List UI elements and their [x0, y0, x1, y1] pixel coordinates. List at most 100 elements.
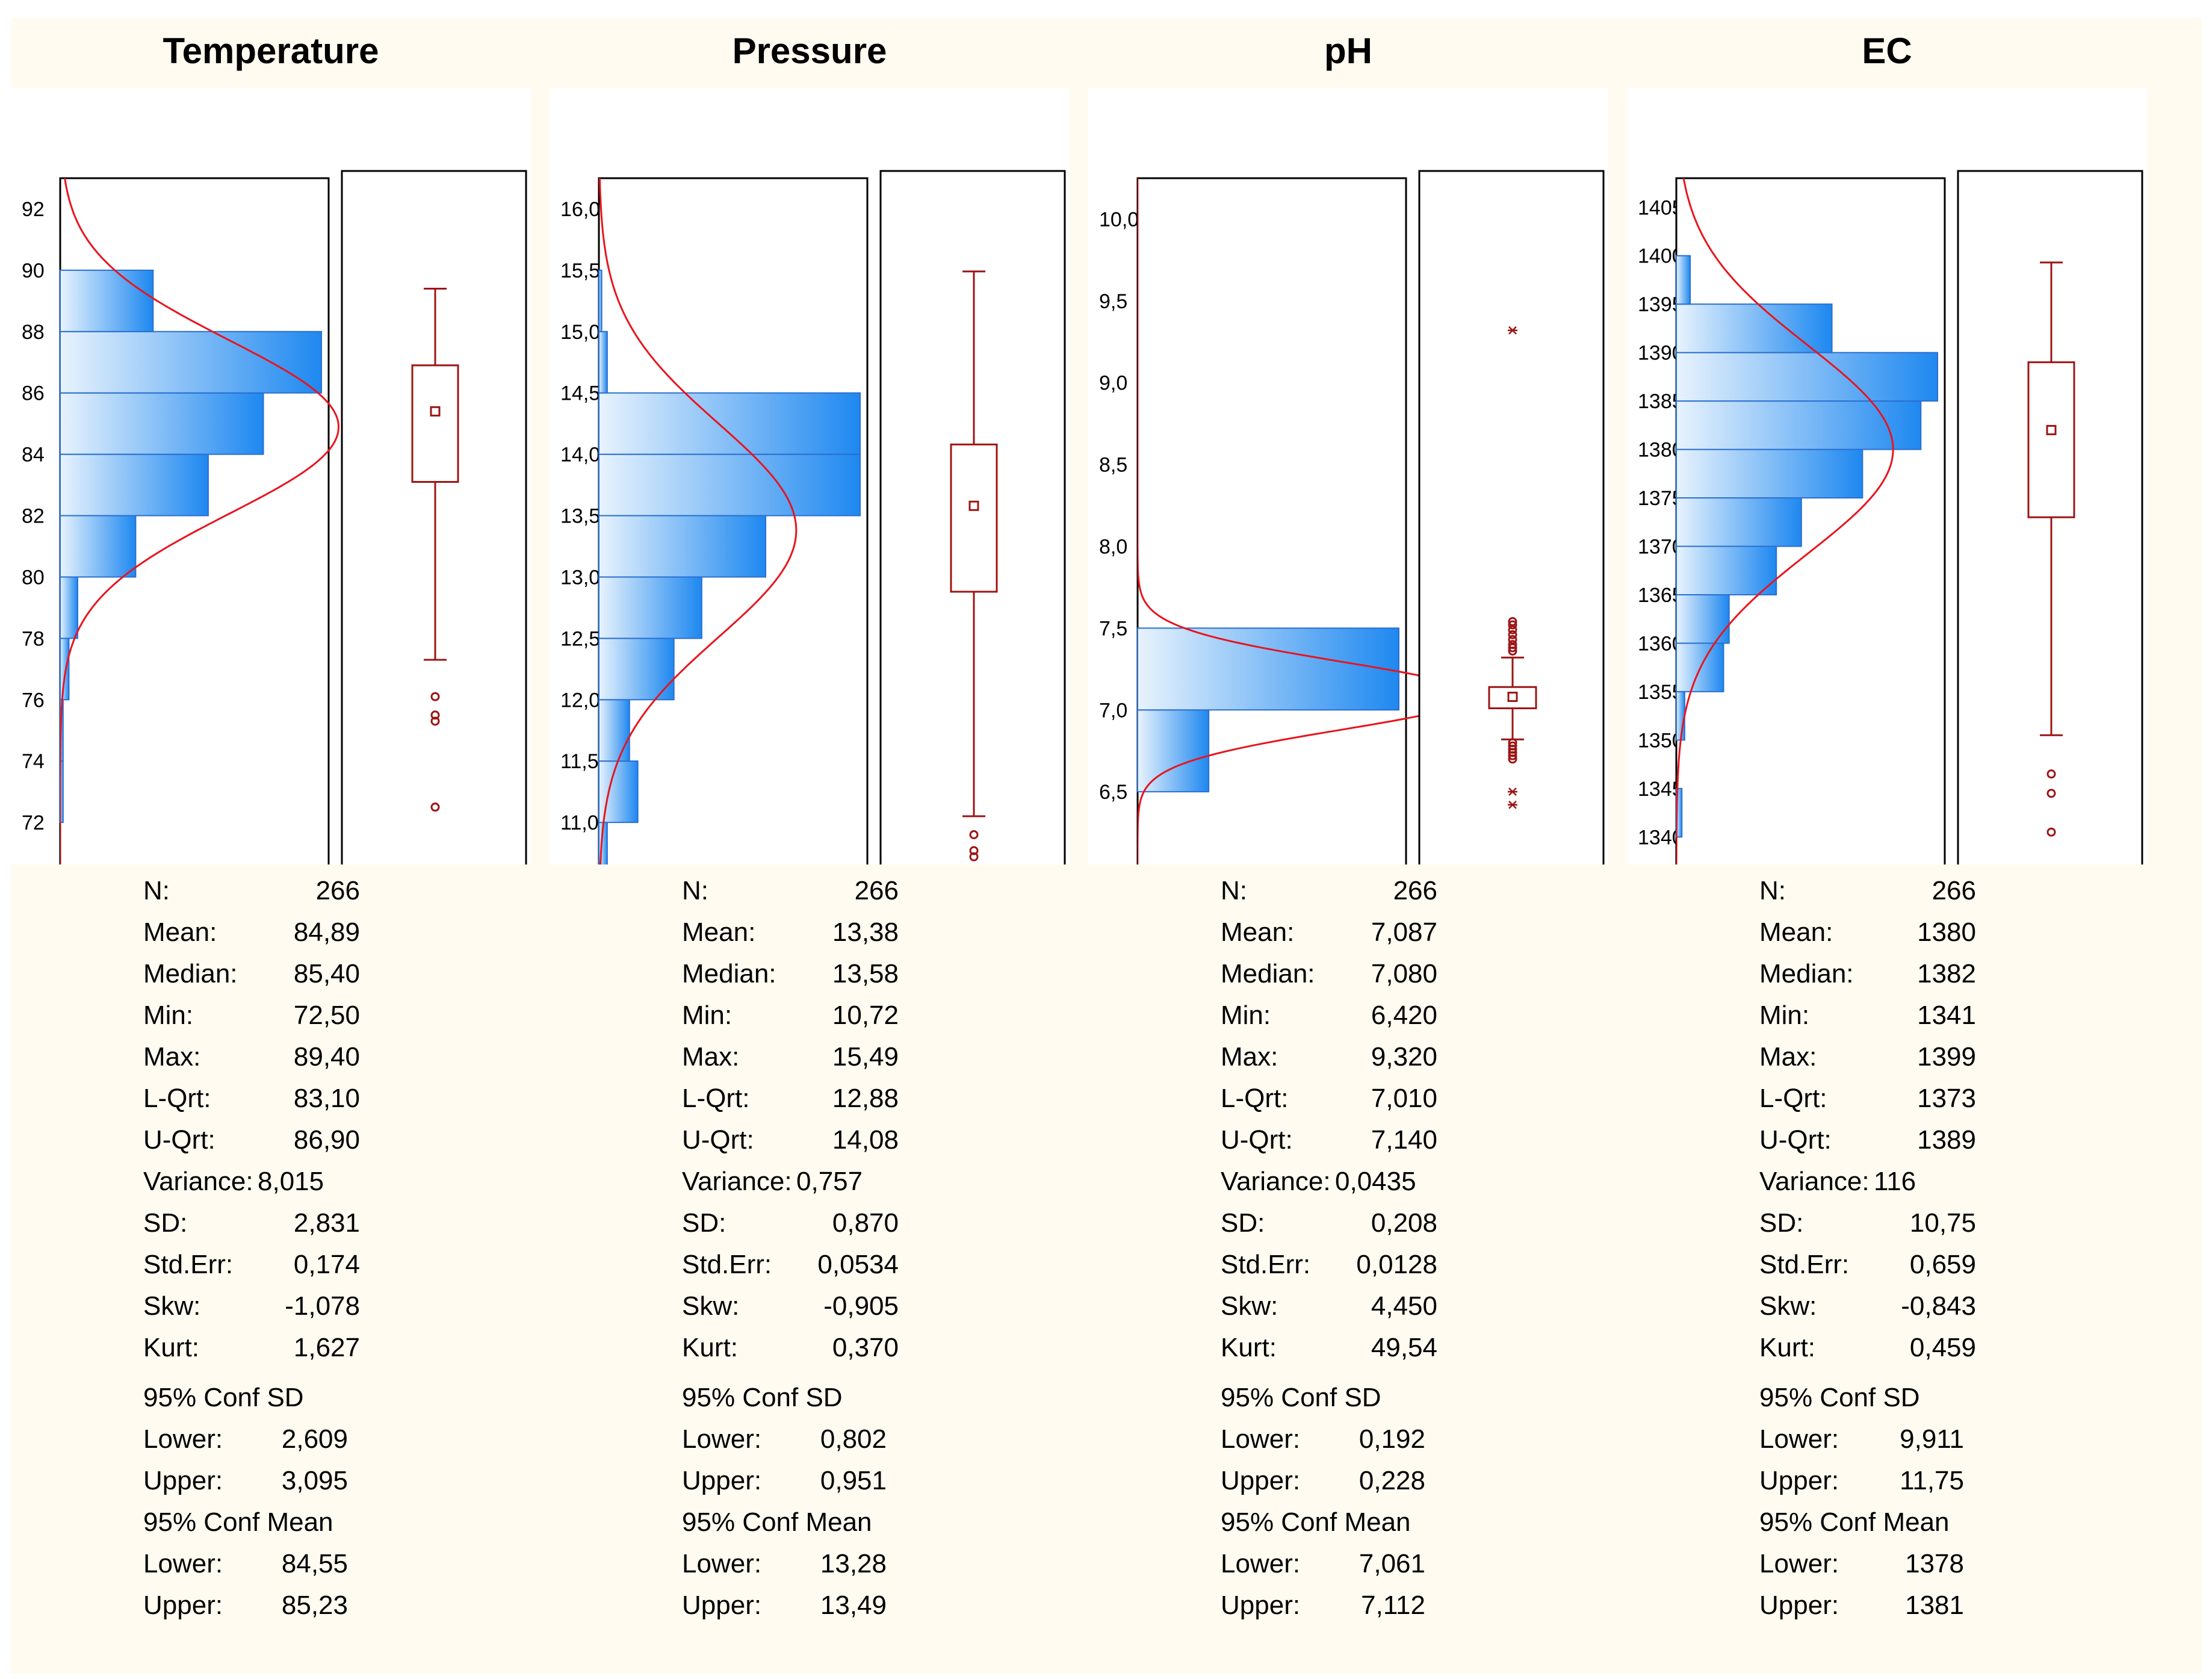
stat-value: 1,627	[293, 1333, 360, 1362]
stat-value: -1,078	[285, 1291, 360, 1321]
y-tick-label: 9,0	[1099, 372, 1127, 395]
y-tick-label: 14,5	[560, 382, 600, 405]
chart-svg: 10,010,511,011,512,012,513,013,514,014,5…	[560, 170, 1066, 864]
stat-label: Std.Err:	[682, 1250, 772, 1279]
histogram-bar	[60, 576, 78, 639]
stat-label: Skw:	[143, 1291, 201, 1321]
y-tick-label: 80	[22, 566, 45, 589]
outlier-point	[1508, 620, 1517, 630]
stat-value: 0,208	[1371, 1208, 1437, 1238]
histogram-bar	[598, 515, 767, 578]
stat-value: 13,38	[832, 917, 899, 947]
histogram-bar	[60, 269, 154, 332]
histogram-bar	[60, 638, 70, 701]
y-tick-label: 88	[22, 321, 45, 344]
conf-label: Lower:	[1221, 1549, 1301, 1578]
y-tick-label: 90	[22, 259, 45, 282]
stat-value: 10,72	[832, 1001, 899, 1030]
stat-label: Kurt:	[682, 1333, 738, 1362]
stat-value: 0,370	[832, 1333, 899, 1362]
stat-value: 0,757	[796, 1167, 863, 1196]
conf-label: Upper:	[1759, 1466, 1839, 1495]
conf-value: 11,75	[1900, 1466, 1964, 1495]
y-tick-label: 9,5	[1099, 290, 1127, 313]
stat-label: Max:	[682, 1042, 740, 1072]
histogram-bar	[598, 453, 861, 517]
stat-value: 1373	[1917, 1084, 1976, 1113]
stat-value: 84,89	[293, 917, 360, 947]
histogram-bar	[1676, 594, 1730, 644]
panel-ec: EC 13351340134513501355136013651370137513…	[1627, 18, 2147, 1674]
stat-value: 4,450	[1371, 1291, 1437, 1321]
stat-label: Variance:	[1221, 1167, 1331, 1196]
chart-area: 1335134013451350135513601365137013751380…	[1627, 88, 2147, 864]
conf-value: 7,112	[1361, 1591, 1425, 1620]
conf-label: Upper:	[143, 1591, 223, 1620]
y-tick-label: 6,0	[1099, 863, 1127, 864]
y-tick-label: 11,0	[560, 812, 599, 834]
stat-label: Min:	[682, 1001, 733, 1030]
stat-value: 2,831	[293, 1208, 360, 1238]
stat-label: L-Qrt:	[1759, 1084, 1827, 1113]
stat-value: 0,0435	[1335, 1167, 1416, 1196]
stat-label: Std.Err:	[1759, 1250, 1850, 1279]
stat-value: 0,0534	[817, 1250, 899, 1279]
histogram-bar	[60, 392, 264, 455]
panel-title: EC	[1862, 31, 1912, 71]
stat-label: Mean:	[1221, 917, 1295, 947]
stat-value: 0,459	[1909, 1333, 1976, 1362]
stat-value: 85,40	[293, 959, 360, 988]
stat-label: Mean:	[1759, 917, 1833, 947]
stat-value: 49,54	[1371, 1333, 1437, 1362]
stat-label: SD:	[1759, 1208, 1804, 1238]
outlier-point	[1508, 754, 1517, 764]
stat-label: SD:	[682, 1208, 726, 1238]
conf-label: Lower:	[143, 1549, 223, 1578]
stat-value: 1382	[1917, 959, 1976, 988]
normal-curve	[1676, 178, 1894, 864]
outlier-point	[430, 716, 440, 726]
chart-area: 6,0 6,5 7,0 7,5 8,0 8,5 9,0 9,5 10,0	[1088, 88, 1608, 864]
extreme-point	[1508, 326, 1517, 335]
outlier-point	[430, 710, 440, 720]
iqr-box	[411, 364, 459, 483]
conf-value: 1378	[1905, 1549, 1964, 1578]
y-tick-label: 12,5	[560, 627, 600, 650]
y-tick-label: 78	[22, 627, 45, 650]
stat-value: 1341	[1917, 1001, 1976, 1030]
stat-value: 13,58	[832, 959, 899, 988]
boxplot-frame	[341, 170, 527, 864]
stat-value: 86,90	[293, 1125, 360, 1155]
stat-value: 266	[315, 876, 360, 905]
stat-label: Std.Err:	[1221, 1250, 1311, 1279]
stat-value: 7,140	[1371, 1125, 1437, 1155]
histogram-bar	[1137, 627, 1399, 711]
stat-label: Mean:	[143, 917, 217, 947]
y-tick-label: 13,0	[560, 566, 600, 589]
stat-label: Max:	[1221, 1042, 1278, 1072]
histogram-bar	[60, 453, 209, 517]
stat-label: Min:	[1221, 1001, 1271, 1030]
histogram-bar	[598, 392, 861, 455]
y-tick-label: 82	[22, 505, 45, 528]
outlier-point	[1508, 640, 1517, 650]
y-tick-label: 92	[22, 198, 45, 221]
stat-label: Variance:	[1759, 1167, 1870, 1196]
y-tick-label: 15,0	[560, 321, 600, 344]
histogram-bar	[598, 576, 702, 639]
stat-value: 7,010	[1371, 1084, 1437, 1113]
y-tick-label: 74	[22, 750, 45, 773]
stat-value: 7,087	[1371, 917, 1437, 947]
conf-label: Lower:	[1759, 1424, 1839, 1454]
outlier-point	[969, 852, 979, 861]
y-tick-label: 7,5	[1099, 617, 1127, 640]
stat-label: L-Qrt:	[1221, 1084, 1289, 1113]
histogram-bar	[1676, 400, 1922, 450]
y-tick-label: 84	[22, 444, 45, 467]
stat-value: 83,10	[293, 1084, 360, 1113]
outlier-point	[2046, 769, 2056, 779]
iqr-box	[950, 443, 998, 593]
stat-label: Skw:	[1221, 1291, 1278, 1321]
conf-heading-text: 95% Conf Mean	[682, 1507, 872, 1537]
y-tick-label: 14,0	[560, 444, 600, 467]
